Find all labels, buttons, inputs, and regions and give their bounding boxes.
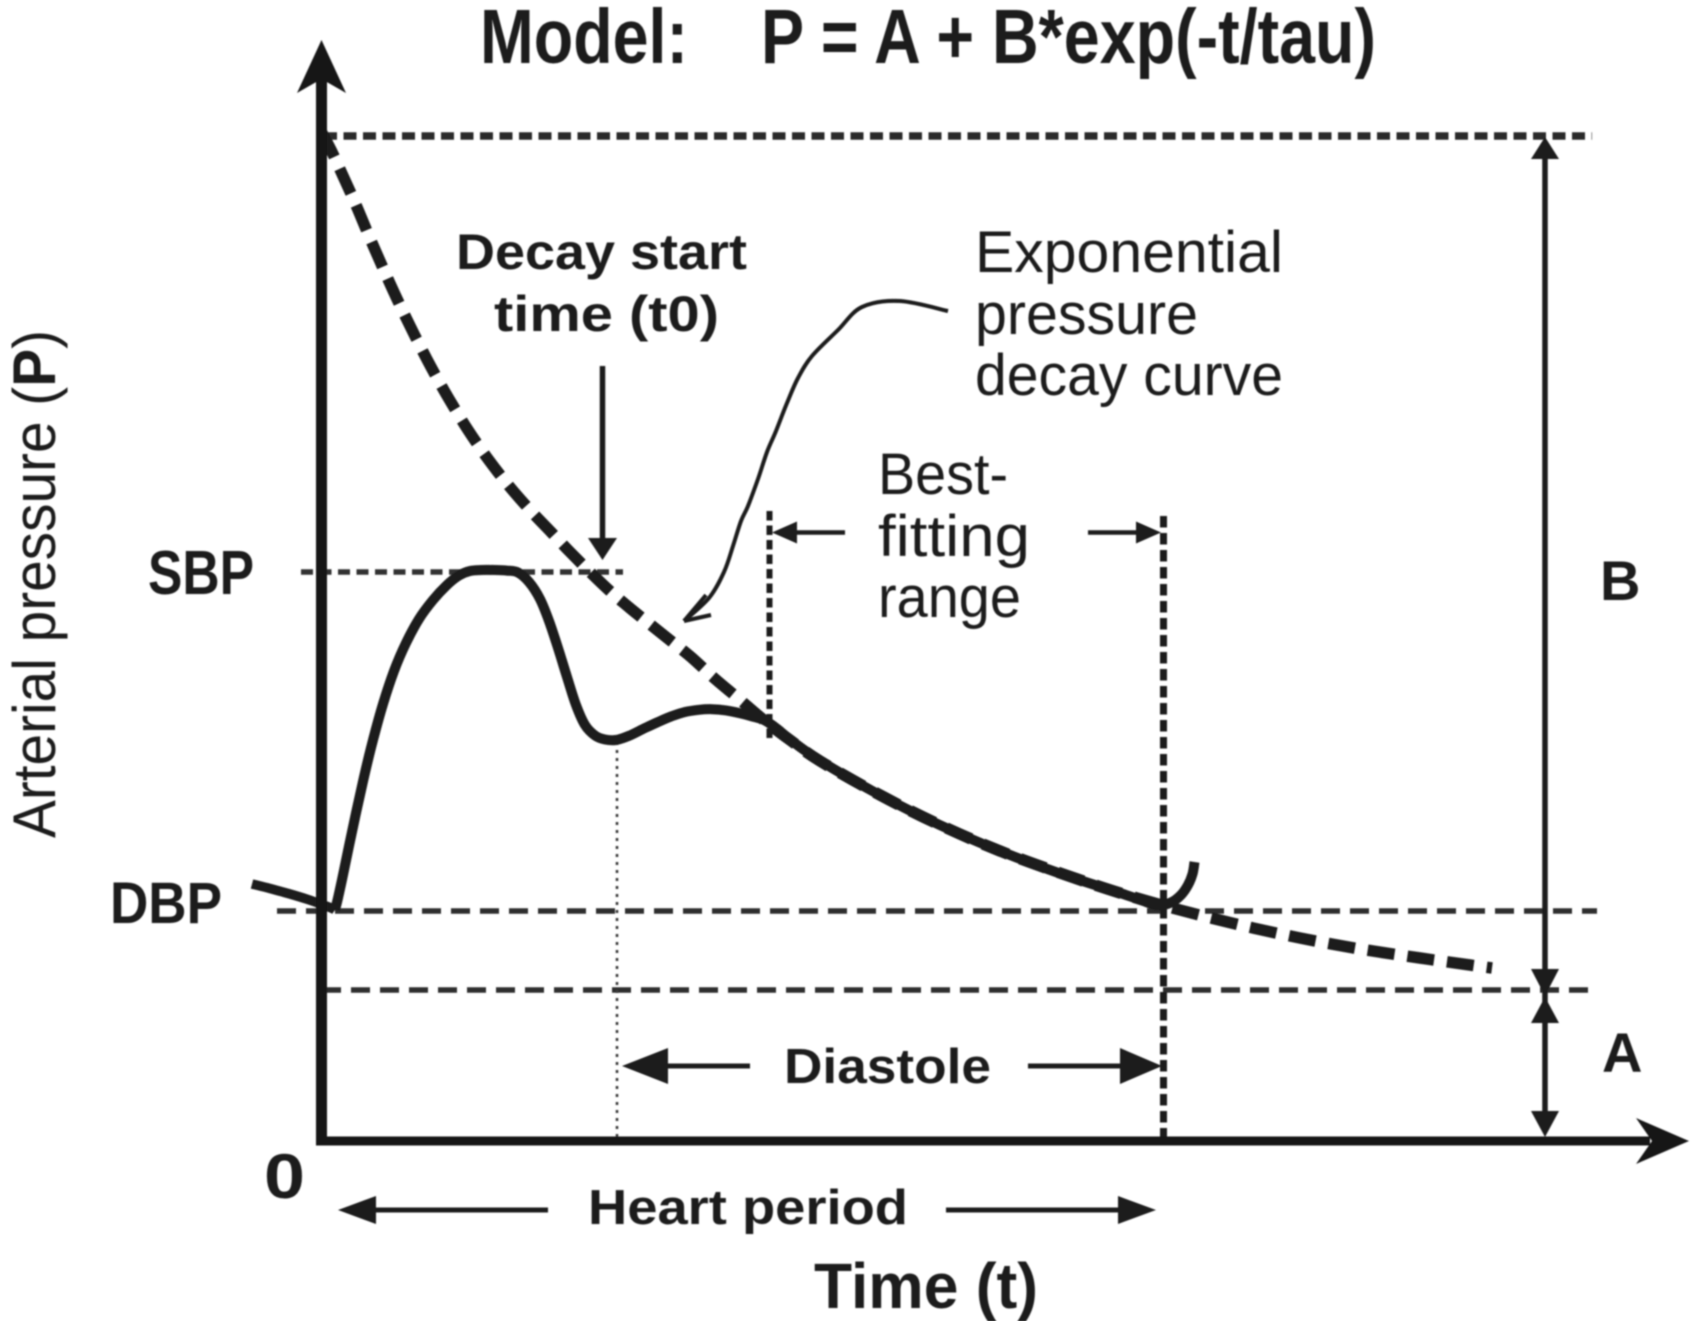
svg-text:B: B [1600, 549, 1640, 612]
svg-text:Exponential: Exponential [975, 220, 1283, 285]
svg-text:decay curve: decay curve [975, 343, 1283, 408]
svg-text:Time (t): Time (t) [814, 1250, 1038, 1321]
svg-text:0: 0 [264, 1142, 305, 1212]
svg-text:Diastole: Diastole [784, 1040, 991, 1094]
svg-text:Arterial pressure (P): Arterial pressure (P) [1, 330, 68, 838]
svg-text:time (t0): time (t0) [494, 286, 719, 342]
svg-text:range: range [878, 565, 1021, 630]
svg-text:SBP: SBP [148, 539, 254, 608]
svg-text:Model:: Model: [480, 0, 688, 80]
svg-text:P = A + B*exp(-t/tau): P = A + B*exp(-t/tau) [761, 0, 1376, 80]
svg-text:pressure: pressure [975, 282, 1198, 347]
svg-text:A: A [1602, 1021, 1642, 1084]
svg-text:DBP: DBP [110, 871, 222, 936]
svg-text:Decay start: Decay start [456, 224, 747, 280]
svg-text:Heart period: Heart period [588, 1181, 908, 1235]
svg-text:fitting: fitting [878, 504, 1030, 569]
svg-text:Best-: Best- [878, 442, 1008, 507]
